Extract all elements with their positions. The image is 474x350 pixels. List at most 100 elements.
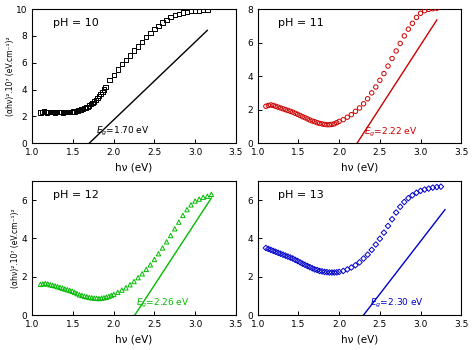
Point [68, 110, 75, 115]
Point [299, 261, 306, 266]
Point [74, 108, 82, 113]
Point [110, 292, 118, 297]
Point [417, 188, 424, 194]
Point [138, 39, 146, 45]
Point [321, 269, 328, 275]
Point [292, 111, 299, 116]
Point [396, 204, 404, 210]
Point [380, 230, 388, 236]
Point [134, 275, 142, 280]
Point [333, 120, 340, 126]
Point [51, 283, 59, 289]
Point [279, 106, 287, 112]
Point [339, 268, 347, 274]
Point [183, 9, 191, 15]
Point [262, 104, 270, 109]
Point [58, 110, 65, 115]
X-axis label: hν (eV): hν (eV) [116, 335, 153, 344]
Point [347, 265, 355, 270]
Point [352, 108, 359, 114]
Point [433, 5, 441, 11]
Point [417, 10, 424, 16]
Point [304, 263, 311, 269]
Point [84, 104, 91, 110]
Point [42, 281, 49, 286]
Point [380, 71, 388, 76]
Point [71, 108, 78, 114]
Point [85, 295, 93, 300]
Point [138, 271, 146, 277]
Point [347, 112, 355, 118]
Text: pH = 13: pH = 13 [278, 190, 324, 200]
Point [99, 89, 106, 95]
Point [289, 256, 297, 261]
Point [306, 117, 314, 123]
Point [167, 14, 174, 20]
Text: pH = 10: pH = 10 [53, 19, 99, 28]
Point [42, 109, 49, 115]
Point [409, 21, 416, 26]
Point [376, 236, 383, 241]
Point [85, 103, 93, 108]
Point [83, 294, 91, 300]
Point [43, 110, 51, 115]
Point [409, 193, 416, 198]
Point [267, 102, 274, 108]
Point [94, 96, 101, 101]
Point [175, 219, 182, 225]
Point [318, 121, 326, 127]
Point [130, 279, 138, 284]
Point [126, 282, 134, 288]
Point [413, 190, 420, 196]
Point [396, 41, 404, 46]
Point [155, 251, 162, 257]
Point [36, 110, 44, 115]
Point [195, 8, 203, 13]
Point [388, 56, 396, 61]
Point [356, 105, 363, 111]
Text: pH = 12: pH = 12 [53, 190, 99, 200]
Point [203, 7, 211, 13]
Point [118, 287, 126, 293]
Point [437, 184, 445, 189]
Point [392, 210, 400, 215]
Point [289, 109, 297, 115]
Point [92, 97, 100, 103]
Point [203, 194, 211, 199]
Point [179, 9, 187, 15]
Point [323, 122, 331, 127]
Point [183, 207, 191, 212]
Point [296, 113, 304, 118]
Point [195, 196, 203, 202]
Point [50, 110, 57, 115]
Point [304, 116, 311, 122]
Point [269, 248, 277, 254]
Point [53, 109, 61, 115]
Point [87, 102, 95, 107]
Point [421, 187, 428, 192]
Point [66, 288, 73, 293]
Point [284, 108, 292, 113]
Point [262, 245, 270, 251]
Point [114, 66, 121, 72]
Point [294, 112, 301, 117]
Point [376, 77, 383, 83]
Point [100, 87, 108, 92]
Point [356, 260, 363, 265]
Point [277, 251, 284, 257]
Point [191, 198, 199, 204]
Point [93, 295, 100, 301]
Point [81, 293, 88, 299]
Point [95, 296, 103, 301]
Point [321, 121, 328, 127]
Text: $E_g$=2.30 eV: $E_g$=2.30 eV [370, 297, 424, 310]
Point [88, 295, 96, 301]
Point [146, 262, 154, 268]
Point [301, 262, 309, 268]
Point [277, 105, 284, 111]
Point [97, 91, 104, 97]
Point [384, 63, 392, 69]
Point [159, 20, 166, 25]
Point [163, 17, 170, 23]
Point [38, 109, 46, 115]
